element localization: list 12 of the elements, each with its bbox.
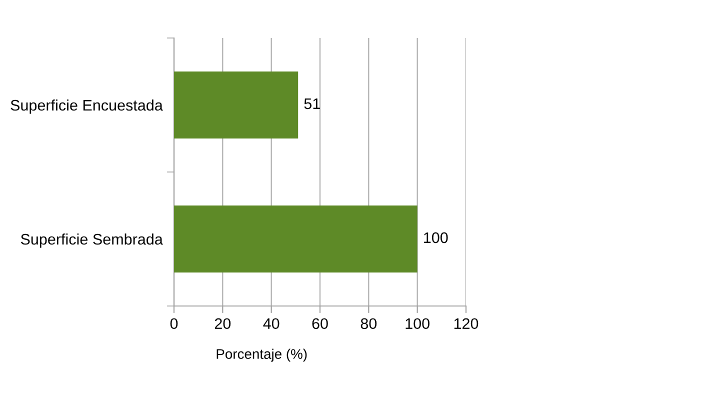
y-tick-label: Superficie Sembrada [20,233,163,248]
x-tick-label: 0 [170,318,178,330]
x-tick-label: 80 [360,318,377,330]
x-tick-label: 120 [454,318,478,330]
data-label: 100 [424,232,448,244]
data-label: 51 [304,98,320,110]
x-tick-label: 100 [406,318,430,330]
x-tick-label: 40 [263,318,280,330]
x-tick-label: 60 [312,318,328,330]
y-tick-label: Superficie Encuestada [10,99,163,114]
x-axis-title: Porcentaje (%) [216,348,307,362]
x-tick-label: 20 [214,318,231,330]
